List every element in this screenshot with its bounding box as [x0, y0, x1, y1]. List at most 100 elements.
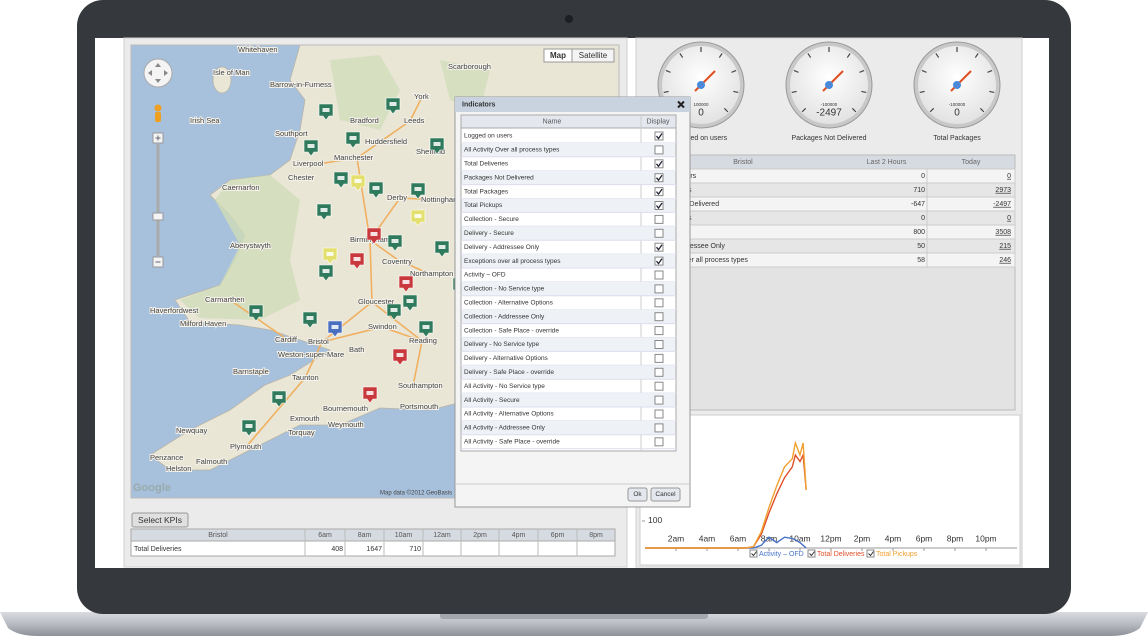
gauge-tick [807, 53, 812, 58]
legend-checkbox[interactable] [749, 549, 758, 558]
display-checkbox[interactable] [654, 423, 664, 433]
legend-checkbox[interactable] [807, 549, 816, 558]
summary-row [639, 182, 1016, 198]
display-checkbox[interactable] [654, 228, 664, 238]
gauge-label: Logged on users [675, 135, 728, 142]
display-checkbox[interactable] [654, 131, 664, 141]
today-link[interactable]: 246 [999, 257, 1011, 264]
x-tick-label: 8am [761, 533, 778, 543]
gauge-label: Packages Not Delivered [791, 135, 866, 142]
pegman-head[interactable] [154, 104, 162, 112]
dialog-titlebar [455, 97, 690, 112]
display-checkbox[interactable] [654, 353, 664, 363]
summary-column-header: Today [962, 159, 981, 166]
display-check [655, 258, 663, 265]
gauge-tick [859, 69, 865, 73]
gauge-tick [793, 69, 799, 73]
map-label: Southampton [398, 381, 443, 390]
x-tick-label: 2am [668, 533, 685, 543]
today-link[interactable]: 215 [999, 243, 1011, 250]
dialog-table-header [460, 114, 677, 129]
last-2-hours: 0 [921, 215, 925, 222]
indicator-name: All Activity - No Service type [464, 383, 545, 390]
legend-checkbox[interactable] [866, 549, 875, 558]
select-kpis-button[interactable] [131, 512, 189, 528]
pan-arrows [148, 63, 168, 83]
dialog-button[interactable] [627, 487, 648, 502]
display-checkbox[interactable] [654, 298, 664, 308]
indicator-name: Collection - No Service type [464, 286, 545, 293]
map-label: Cardiff [275, 335, 298, 344]
display-checkbox[interactable] [654, 242, 664, 252]
x-tick-label: 10pm [975, 533, 996, 543]
display-checkbox[interactable] [654, 326, 664, 336]
kpi-column-header: Bristol [208, 532, 228, 539]
indicator-name: Delivery - Addressee Only [464, 244, 540, 251]
y-tick-label: 100 [648, 515, 662, 525]
x-tick-label: 2pm [854, 533, 871, 543]
dialog-column-header: Name [543, 118, 562, 125]
today-link[interactable]: 0 [1007, 173, 1011, 180]
indicator-name: All Activity Over all process types [464, 147, 560, 154]
display-checkbox[interactable] [654, 409, 664, 419]
today-link[interactable]: -2497 [993, 201, 1011, 208]
display-checkbox[interactable] [654, 312, 664, 322]
display-checkbox[interactable] [654, 270, 664, 280]
map-label: Isle of Man [213, 68, 250, 77]
display-checkbox[interactable] [654, 340, 664, 349]
gauge-tick [935, 53, 940, 58]
pan-control[interactable] [143, 58, 173, 88]
display-checkbox[interactable] [654, 214, 664, 224]
indicator-name: All Activity - Safe Place - override [464, 439, 560, 446]
map-controls: Map Satellite Google Map data ©2012 GeoB… [133, 48, 615, 497]
today-link[interactable]: 2973 [995, 187, 1011, 194]
gauge-tick [989, 90, 995, 94]
display-checkbox[interactable] [654, 187, 664, 197]
gauge-tick [979, 107, 985, 113]
display-checkbox[interactable] [654, 159, 664, 169]
indicator-name: Delivery - Secure [464, 230, 514, 237]
display-check [655, 202, 663, 210]
display-checkbox[interactable] [654, 145, 664, 155]
gauge-tick [801, 107, 807, 113]
gauge-tick [733, 90, 739, 94]
marker-icon [326, 252, 334, 256]
marker-icon [422, 325, 430, 329]
dialog-button[interactable] [650, 487, 681, 502]
kpi-column-header: 6pm [551, 532, 565, 539]
map-button-label: Map [550, 51, 566, 60]
today-link[interactable]: 0 [1007, 215, 1011, 222]
gauge-hub [953, 81, 961, 89]
display-checkbox[interactable] [654, 381, 664, 391]
display-checkbox[interactable] [654, 284, 664, 294]
display-checkbox[interactable] [654, 437, 664, 447]
camera [565, 15, 573, 23]
gauge-tick [921, 69, 927, 73]
kpi-row-name: Total Deliveries [134, 546, 182, 553]
gauge-scale: 100000 [693, 102, 709, 107]
map-label: Manchester [334, 153, 374, 162]
map-label: Reading [409, 336, 437, 345]
dialog-close[interactable] [677, 100, 685, 109]
marker-icon [245, 424, 253, 428]
marker-icon [252, 309, 260, 313]
display-checkbox[interactable] [654, 201, 664, 210]
x-tick-label: 10am [789, 533, 810, 543]
dialog-row [461, 226, 676, 241]
gauge-tick [919, 90, 925, 94]
today-link[interactable]: 3508 [995, 229, 1011, 236]
pegman-body[interactable] [155, 112, 161, 122]
display-checkbox[interactable] [654, 256, 664, 266]
display-checkbox[interactable] [654, 395, 664, 405]
indicator-name: Total Deliveries [464, 161, 509, 168]
display-checkbox[interactable] [654, 367, 664, 377]
marker-icon [414, 187, 422, 191]
display-checkbox[interactable] [654, 173, 664, 183]
map-label: Northampton [410, 269, 453, 278]
satellite-button[interactable] [571, 48, 615, 63]
zoom-thumb[interactable] [152, 212, 164, 221]
map-label: Haverfordwest [150, 306, 199, 315]
gauge-value: 0 [698, 108, 704, 119]
map-logo: Google [133, 482, 171, 494]
